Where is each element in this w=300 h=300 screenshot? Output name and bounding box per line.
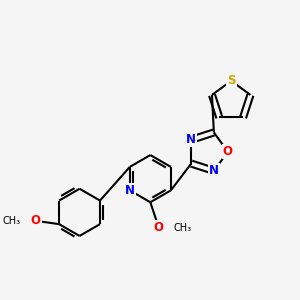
Text: N: N: [125, 184, 135, 197]
Text: O: O: [154, 221, 164, 234]
Text: O: O: [223, 145, 233, 158]
Text: N: N: [186, 133, 196, 146]
Text: CH₃: CH₃: [174, 223, 192, 232]
Text: O: O: [31, 214, 40, 227]
Text: S: S: [227, 74, 236, 87]
Text: N: N: [209, 164, 219, 177]
Text: CH₃: CH₃: [2, 216, 20, 226]
